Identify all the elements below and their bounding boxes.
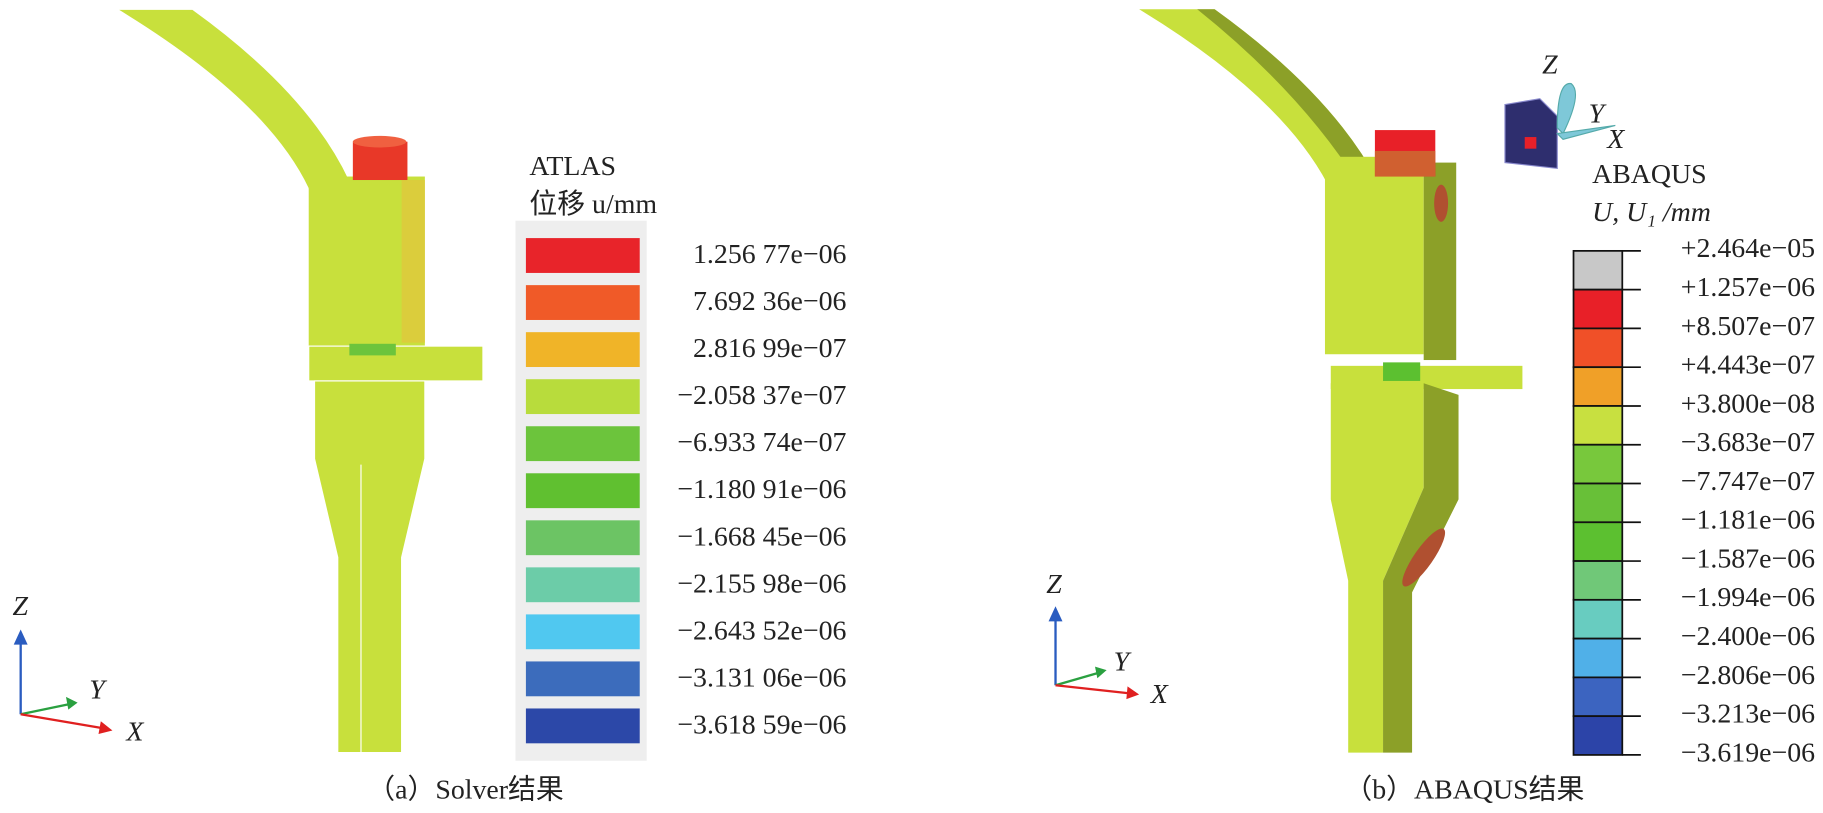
legend-label: −1.180 91e−06 xyxy=(677,474,846,505)
axis-label-x: X xyxy=(125,716,144,747)
legend-swatch xyxy=(525,473,640,509)
legend-title: ATLAS xyxy=(529,151,616,182)
axis-label-y: Y xyxy=(89,675,107,706)
legend-swatch xyxy=(525,332,640,368)
view-cube-label-y: Y xyxy=(1589,99,1607,130)
axis-label-x: X xyxy=(1150,679,1169,710)
legend-swatch xyxy=(525,567,640,603)
legend-label: −1.587e−06 xyxy=(1681,543,1815,574)
legend-label: −3.683e−07 xyxy=(1681,427,1815,458)
legend-swatch xyxy=(1572,249,1624,291)
legend-swatch xyxy=(1572,598,1624,640)
axis-label-y: Y xyxy=(1114,647,1132,678)
legend-swatch xyxy=(525,426,640,462)
legend-label: +4.443e−07 xyxy=(1681,350,1815,381)
legend-label: −1.994e−06 xyxy=(1681,582,1815,613)
legend-label: −7.747e−07 xyxy=(1681,466,1815,497)
legend-label: 2.816 99e−07 xyxy=(693,333,847,364)
legend-swatch xyxy=(1572,560,1624,601)
legend-unit: 位移 u/mm xyxy=(529,188,657,220)
legend-label: +1.257e−06 xyxy=(1681,272,1815,303)
legend-swatch xyxy=(525,285,640,320)
legend-title: ABAQUS xyxy=(1592,159,1707,190)
axis-label-z: Z xyxy=(1046,569,1062,600)
legend-swatch xyxy=(525,661,640,697)
legend-label: −3.619e−06 xyxy=(1681,737,1815,768)
legend-swatch xyxy=(1572,405,1624,446)
legend-swatch xyxy=(525,238,640,273)
axis-triad-left xyxy=(13,629,113,735)
view-cube-label-z: Z xyxy=(1542,50,1558,81)
legend-swatch xyxy=(1572,482,1624,524)
legend-label: −1.668 45e−06 xyxy=(677,521,846,552)
legend-label: −1.181e−06 xyxy=(1681,505,1815,536)
legend-label: −3.213e−06 xyxy=(1681,699,1815,730)
legend-swatch xyxy=(525,379,640,415)
legend-label: +2.464e−05 xyxy=(1681,233,1815,264)
legend-swatch xyxy=(525,520,640,556)
legend-label: −2.155 98e−06 xyxy=(677,568,846,599)
legend-label: +3.800e−08 xyxy=(1681,388,1815,419)
legend-label: +8.507e−07 xyxy=(1681,311,1815,342)
legend-swatch xyxy=(1572,366,1624,407)
legend-label: 1.256 77e−06 xyxy=(693,239,847,270)
legend-swatch xyxy=(525,708,640,744)
legend-swatch xyxy=(1572,521,1624,562)
model-right xyxy=(1139,9,1523,753)
legend-swatch xyxy=(525,614,640,650)
legend-swatch xyxy=(1572,327,1624,369)
legend-swatch xyxy=(1572,443,1624,485)
legend-label: −2.806e−06 xyxy=(1681,660,1815,691)
legend-label: −3.618 59e−06 xyxy=(677,709,846,740)
legend-unit: U, U₁ /mm xyxy=(1592,197,1711,228)
caption: （a）Solver结果 xyxy=(367,773,564,805)
axis-triad-right xyxy=(1048,606,1140,700)
legend-label: −3.131 06e−06 xyxy=(677,662,846,693)
legend-label: 7.692 36e−06 xyxy=(693,286,847,317)
model-left xyxy=(115,8,484,754)
view-cube xyxy=(1504,83,1616,170)
legend-label: −2.058 37e−07 xyxy=(677,380,846,411)
legend-swatch xyxy=(1572,288,1624,330)
legend-label: −2.643 52e−06 xyxy=(677,615,846,646)
view-cube-label-x: X xyxy=(1606,124,1625,155)
legend-swatch xyxy=(1572,637,1624,679)
legend-swatch xyxy=(1572,715,1624,756)
caption: （b）ABAQUS结果 xyxy=(1344,773,1584,805)
legend-label: −2.400e−06 xyxy=(1681,621,1815,652)
axis-label-z: Z xyxy=(13,591,29,622)
legend-swatch xyxy=(1572,676,1624,718)
legend-label: −6.933 74e−07 xyxy=(677,427,846,458)
